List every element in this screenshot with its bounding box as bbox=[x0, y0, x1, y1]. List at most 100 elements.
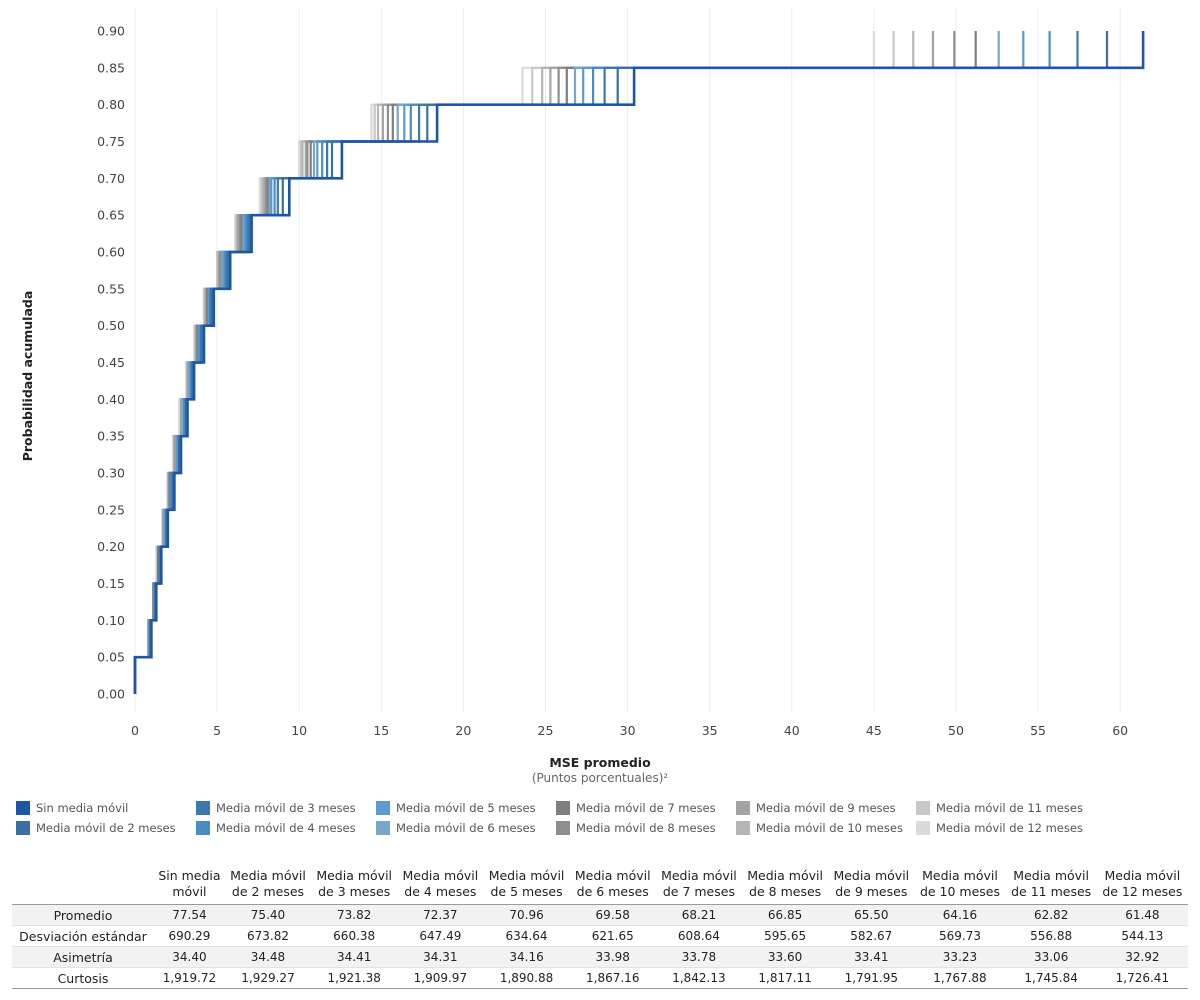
table-cell: 64.16 bbox=[942, 908, 978, 922]
y-tick-label: 0.35 bbox=[97, 429, 125, 444]
table-cell: 556.88 bbox=[1030, 929, 1073, 943]
legend-label: Media móvil de 2 meses bbox=[36, 821, 176, 835]
legend-label: Media móvil de 5 meses bbox=[396, 801, 536, 815]
table-cell: 569.73 bbox=[938, 929, 981, 943]
ecdf-chart: 0.00 0.05 0.10 0.15 0.20 0.25 0.30 0.35 0.40 0.45… bbox=[20, 8, 1145, 785]
legend-item: Media móvil de 2 meses bbox=[16, 819, 176, 837]
column-header-line: de 8 meses bbox=[749, 884, 822, 899]
table-cell: 33.41 bbox=[854, 950, 889, 964]
legend-item: Media móvil de 6 meses bbox=[376, 819, 536, 837]
column-header-line: Media móvil bbox=[402, 868, 479, 883]
series-line-8 bbox=[133, 31, 956, 694]
table-cell: 1,867.16 bbox=[586, 971, 640, 985]
x-tick-label: 55 bbox=[1030, 723, 1046, 738]
row-label: Curtosis bbox=[57, 970, 109, 986]
table-cell: 34.40 bbox=[172, 950, 207, 964]
legend-swatch bbox=[916, 821, 930, 835]
legend-item: Media móvil de 3 meses bbox=[196, 799, 356, 817]
x-tick-label: 50 bbox=[948, 723, 964, 738]
column-header: Media móvil de 3 meses bbox=[311, 866, 397, 905]
table-cell: 72.37 bbox=[423, 908, 458, 922]
column-header: Media móvil de 4 meses bbox=[397, 866, 483, 905]
column-header: Media móvil de 11 meses bbox=[1006, 866, 1097, 905]
table-cell: 647.49 bbox=[419, 929, 462, 943]
column-header-line: Media móvil bbox=[661, 868, 737, 883]
series-line-6 bbox=[133, 31, 1000, 694]
legend-swatch bbox=[556, 801, 570, 815]
y-tick-label: 0.70 bbox=[97, 171, 125, 186]
table-cell: 582.67 bbox=[850, 929, 893, 943]
legend-item: Media móvil de 7 meses bbox=[556, 799, 716, 817]
grid-lines bbox=[134, 8, 1121, 712]
column-header-line: de 2 meses bbox=[231, 884, 305, 899]
series-line-5 bbox=[133, 31, 1025, 694]
table-cell: 32.92 bbox=[1125, 950, 1160, 964]
table-cell: 660.38 bbox=[333, 929, 376, 943]
legend-label: Media móvil de 4 meses bbox=[216, 821, 356, 835]
column-header: Media móvil de 9 meses bbox=[828, 866, 914, 905]
table-cell: 33.78 bbox=[681, 950, 717, 964]
chart-legend: Sin media móvil Media móvil de 2 meses Med… bbox=[16, 799, 1116, 843]
column-header-line: de 9 meses bbox=[835, 884, 908, 899]
series-line-1 bbox=[133, 31, 1145, 694]
x-tick-label: 40 bbox=[784, 723, 800, 738]
legend-label: Media móvil de 10 meses bbox=[756, 821, 903, 835]
table-cell: 66.85 bbox=[767, 908, 803, 922]
legend-item: Media móvil de 11 meses bbox=[916, 799, 1083, 817]
column-header: Sin media móvil bbox=[154, 866, 225, 905]
table-cell: 1,791.95 bbox=[844, 971, 899, 985]
table-cell: 1,745.84 bbox=[1024, 971, 1078, 985]
table-cell: 33.98 bbox=[595, 950, 630, 964]
table-cell: 1,909.97 bbox=[413, 971, 468, 985]
column-header: Media móvil de 7 meses bbox=[656, 866, 742, 905]
legend-label: Media móvil de 7 meses bbox=[576, 801, 716, 815]
column-header-line: Media móvil bbox=[747, 868, 823, 883]
x-tick-label: 20 bbox=[455, 723, 471, 738]
column-header: Media móvil de 5 meses bbox=[483, 866, 569, 905]
table-cell: 1,919.72 bbox=[162, 971, 217, 985]
column-header: Media móvil de 2 meses bbox=[225, 866, 311, 905]
table-cell: 61.48 bbox=[1125, 908, 1160, 922]
y-tick-label: 0.90 bbox=[97, 24, 125, 39]
table-cell: 68.21 bbox=[681, 908, 717, 922]
y-tick-label: 0.10 bbox=[97, 613, 125, 628]
table-row: Promedio 77.54 75.40 73.82 72.37 70.96 69.58 68… bbox=[12, 904, 1188, 926]
legend-label: Sin media móvil bbox=[36, 801, 129, 815]
series-line-7 bbox=[133, 31, 977, 694]
y-tick-label: 0.00 bbox=[97, 687, 125, 702]
legend-swatch bbox=[196, 801, 210, 815]
legend-label: Media móvil de 9 meses bbox=[756, 801, 896, 815]
table-cell: 34.41 bbox=[336, 950, 372, 964]
y-tick-label: 0.05 bbox=[97, 650, 125, 665]
table-row: Curtosis 1,919.72 1,929.27 1,921.38 1,909.97… bbox=[12, 968, 1188, 989]
legend-label: Media móvil de 8 meses bbox=[576, 821, 716, 835]
table-cell: 70.96 bbox=[509, 908, 544, 922]
x-tick-label: 60 bbox=[1112, 723, 1128, 738]
x-tick-label: 25 bbox=[538, 723, 554, 738]
statistics-table: Sin media móvil Media móvil de 2 meses Media… bbox=[12, 866, 1188, 989]
legend-swatch bbox=[16, 821, 30, 835]
series-line-12 bbox=[133, 31, 875, 694]
table-cell: 77.54 bbox=[172, 908, 207, 922]
column-header-line: Media móvil bbox=[574, 868, 651, 883]
y-tick-label: 0.40 bbox=[97, 392, 125, 407]
y-tick-label: 0.55 bbox=[97, 281, 125, 296]
series-line-2 bbox=[133, 31, 1109, 694]
column-header-line: Media móvil bbox=[1013, 868, 1089, 883]
legend-item: Media móvil de 12 meses bbox=[916, 819, 1083, 837]
column-header-line: de 4 meses bbox=[404, 884, 477, 899]
legend-label: Media móvil de 12 meses bbox=[936, 821, 1083, 835]
y-tick-label: 0.65 bbox=[97, 208, 125, 223]
table-cell: 33.60 bbox=[767, 950, 803, 964]
y-tick-label: 0.50 bbox=[97, 318, 125, 333]
table-cell: 690.29 bbox=[168, 929, 211, 943]
legend-label: Media móvil de 6 meses bbox=[396, 821, 536, 835]
table-cell: 608.64 bbox=[677, 929, 720, 943]
x-axis-sublabel: (Puntos porcentuales)² bbox=[532, 771, 669, 785]
row-label: Promedio bbox=[53, 907, 113, 923]
table-cell: 621.65 bbox=[591, 929, 634, 943]
x-tick-label: 15 bbox=[373, 723, 389, 738]
column-header-line: móvil bbox=[172, 884, 207, 899]
row-label: Desviación estándar bbox=[19, 928, 147, 944]
table-cell: 75.40 bbox=[250, 908, 286, 922]
